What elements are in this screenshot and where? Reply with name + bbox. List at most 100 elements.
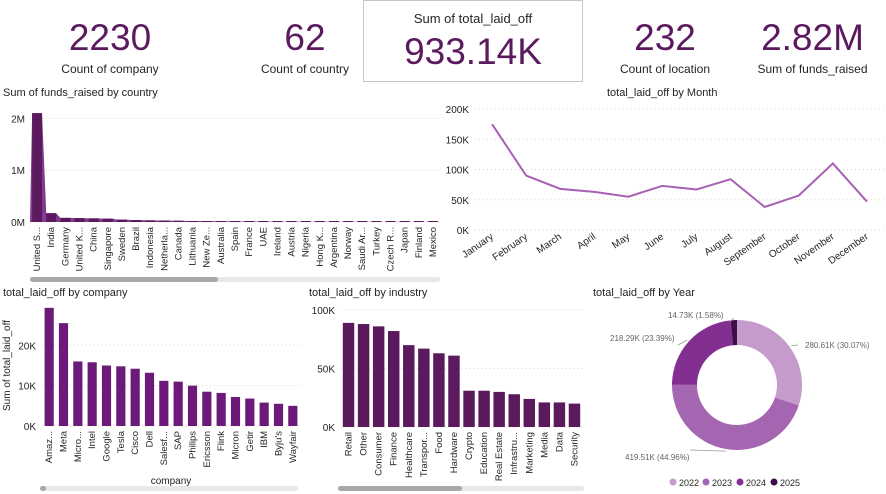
x-tick-label: United K... — [74, 227, 85, 271]
y-tick-label: 0K — [24, 422, 37, 433]
bar-Mexico — [427, 221, 438, 222]
x-tick-label: Hardware — [449, 432, 460, 473]
x-tick-label: Tesla — [116, 430, 127, 453]
x-tick-label: Data — [554, 431, 565, 452]
x-tick-label: Nigeria — [301, 226, 312, 257]
x-tick-label: Norway — [343, 227, 354, 259]
kpi-value: 232 — [634, 17, 696, 58]
x-tick-label: Infrastru... — [509, 432, 520, 475]
bar-Micron — [230, 396, 241, 426]
bar-Hong K... — [314, 221, 325, 222]
x-tick-label: Flink — [216, 431, 227, 451]
bar-Amaz... — [44, 307, 54, 426]
y-axis-label: Sum of total_laid_off — [2, 320, 13, 411]
scroll-thumb[interactable] — [30, 277, 218, 282]
x-tick-label: Czech R... — [386, 227, 397, 271]
kpi-label: Count of company — [61, 62, 159, 76]
visual-title-by-company: total_laid_off by company — [3, 287, 128, 299]
y-tick-label: 50K — [317, 365, 335, 376]
bar-Wayfair — [288, 405, 298, 426]
bar-Austria — [286, 221, 297, 222]
legend-marker-2024 — [736, 478, 744, 486]
visual-title-by-year: total_laid_off by Year — [593, 287, 695, 299]
x-tick-label: Canada — [173, 226, 184, 260]
x-tick-label: Hong K... — [315, 227, 326, 267]
x-tick-label: Spain — [230, 227, 241, 251]
x-tick-label: Austria — [287, 226, 298, 256]
x-tick-label: Brazil — [131, 227, 142, 251]
bar-Argentina — [329, 221, 339, 222]
line-series-laid-off — [491, 123, 868, 209]
x-tick-label: Netherla... — [159, 227, 170, 271]
bar-Education — [478, 390, 490, 427]
x-tick-label: Amaz... — [44, 431, 55, 463]
bar-Other — [357, 324, 370, 427]
bar-Netherla... — [159, 220, 170, 222]
x-tick-label: New Ze... — [202, 227, 213, 268]
bar-Data — [553, 402, 566, 427]
donut-slice-2022 — [737, 320, 803, 406]
kpi-label: Sum of funds_raised — [757, 62, 868, 76]
bar-Flink — [216, 392, 226, 426]
y-tick-label: 100K — [312, 306, 336, 317]
bar-Canada — [173, 220, 184, 222]
y-tick-label: 20K — [18, 341, 36, 352]
legend-label: 2024 — [746, 478, 766, 488]
x-tick-label: Byju's — [274, 431, 285, 456]
bar-France — [244, 221, 255, 222]
x-tick-label: Philips — [188, 431, 199, 459]
kpi-card-country: 62 Count of country — [240, 18, 370, 77]
country-chart-scrollbar[interactable] — [30, 277, 440, 282]
industry-chart-scrollbar[interactable] — [338, 486, 584, 491]
x-tick-label: Japan — [400, 227, 411, 253]
leader-line — [689, 449, 727, 452]
bar-India — [46, 213, 57, 222]
x-tick-label: France — [244, 227, 255, 257]
x-tick-label: SAP — [173, 431, 184, 450]
y-tick-label: 0M — [11, 218, 25, 229]
leader-line — [791, 344, 799, 347]
scroll-thumb[interactable] — [40, 486, 46, 491]
bar-Spain — [230, 221, 240, 222]
bar-Lithuania — [187, 220, 198, 222]
kpi-card-funds: 2.82M Sum of funds_raised — [745, 18, 880, 77]
visual-title-by-industry: total_laid_off by industry — [309, 287, 428, 299]
bar-Consumer — [372, 326, 385, 427]
bar-Hardware — [448, 355, 460, 427]
kpi-card-location: 232 Count of location — [600, 17, 730, 77]
x-axis-label: company — [151, 476, 192, 487]
data-label: 14.73K (1.58%) — [668, 311, 724, 320]
x-tick-label: Retail — [344, 432, 355, 456]
bar-Turkey — [371, 221, 382, 222]
bar-Dell — [144, 372, 155, 426]
x-tick-label: Micron — [231, 431, 242, 460]
x-tick-label: Sweden — [117, 227, 128, 261]
legend-marker-2023 — [702, 478, 710, 486]
bar-Ireland — [272, 221, 283, 222]
legend-marker-2022 — [669, 478, 677, 486]
bar-Saudi Ar... — [357, 221, 368, 222]
bar-United K... — [74, 218, 85, 222]
bar-Philips — [187, 385, 198, 426]
y-tick-label: 0K — [457, 226, 470, 237]
company-chart-scrollbar[interactable] — [40, 486, 298, 491]
leader-line — [677, 339, 688, 346]
x-tick-label: Micro... — [73, 431, 84, 462]
bar-Ericsson — [202, 391, 212, 426]
bar-Finance — [387, 331, 400, 427]
bar-Marketing — [523, 398, 536, 427]
x-tick-label: Getir — [245, 431, 256, 452]
scroll-thumb[interactable] — [338, 486, 462, 491]
y-tick-label: 100K — [446, 166, 470, 177]
kpi-label: Count of location — [619, 62, 711, 76]
y-tick-label: 150K — [446, 135, 470, 146]
bar-Australia — [215, 221, 226, 222]
bar-Czech R... — [385, 221, 396, 222]
kpi-card-laid-off[interactable]: Sum of total_laid_off 933.14K — [363, 0, 583, 82]
bar-Retail — [342, 322, 355, 427]
